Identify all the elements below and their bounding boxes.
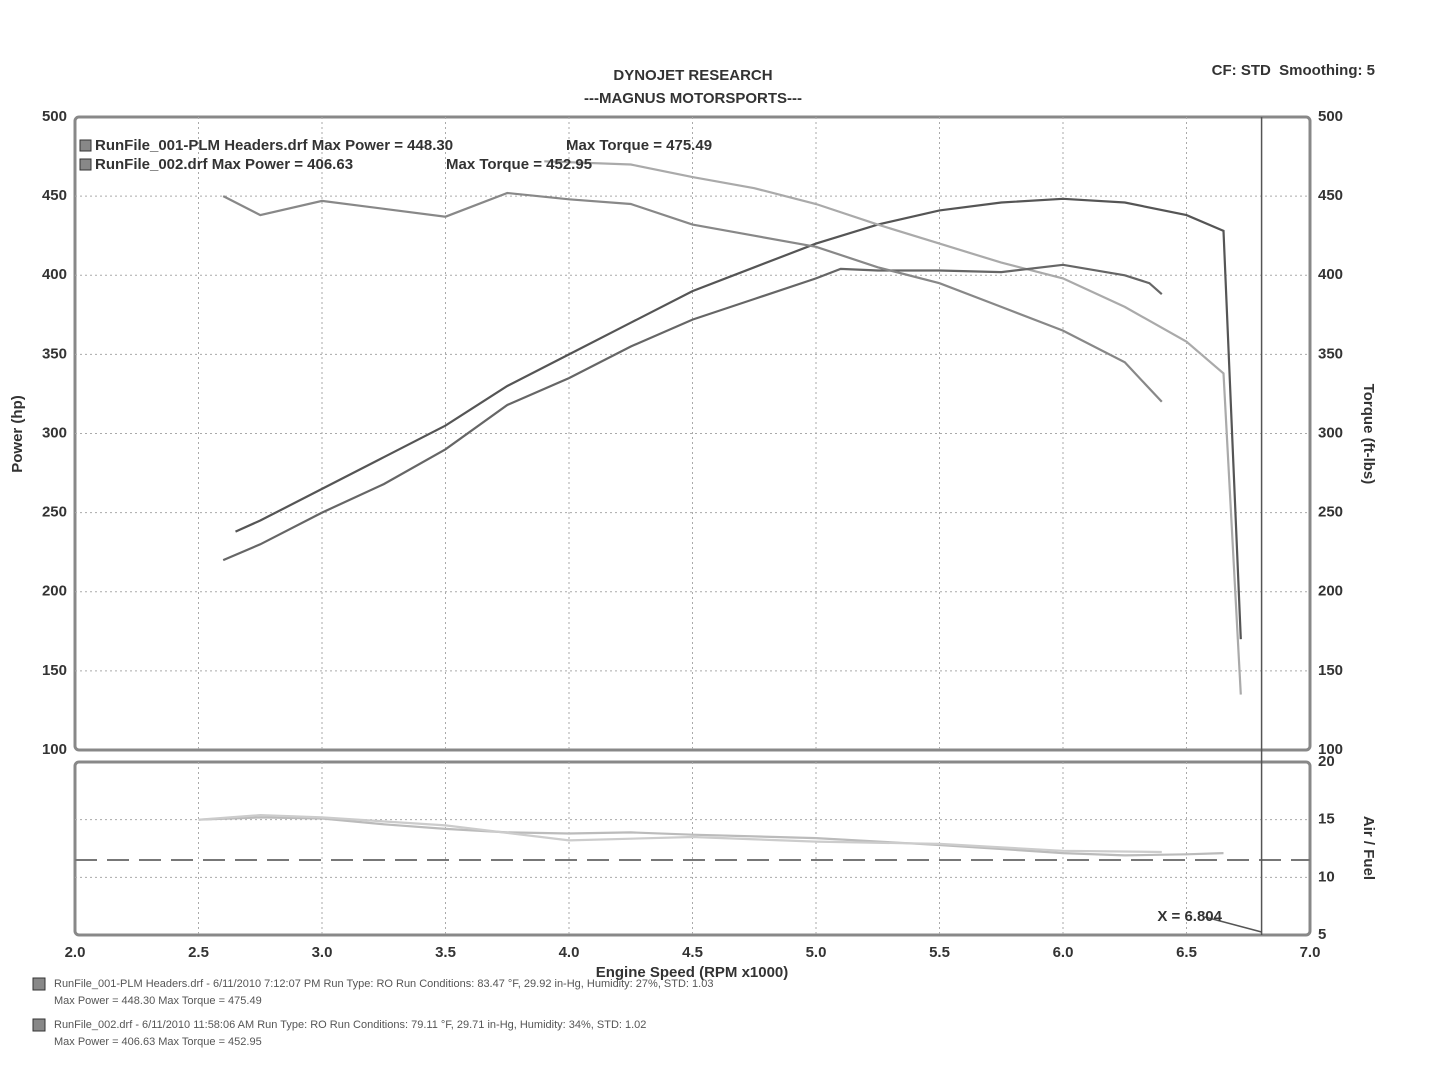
y2-tick-label: 5 <box>1318 926 1326 943</box>
series-line <box>198 816 1224 857</box>
y-tick-label: 350 <box>42 345 67 362</box>
y2-tick-label: 10 <box>1318 868 1335 885</box>
legend-label: RunFile_001-PLM Headers.drf Max Power = … <box>95 137 453 154</box>
footer-swatch <box>32 977 46 991</box>
y2-tick-label: 300 <box>1318 424 1343 441</box>
x-axis-label: Engine Speed (RPM x1000) <box>596 964 789 981</box>
y-tick-label: 450 <box>42 187 67 204</box>
legend-label: Max Torque = 475.49 <box>566 137 712 154</box>
afr-axis-label: Air / Fuel <box>1360 816 1377 880</box>
footer-text: RunFile_002.drf - 6/11/2010 11:58:06 AM … <box>54 1019 646 1031</box>
footer-swatch <box>32 1018 46 1032</box>
y-tick-label: 150 <box>42 662 67 679</box>
x-tick-label: 7.0 <box>1300 944 1321 961</box>
y2-tick-label: 450 <box>1318 187 1343 204</box>
y-tick-label: 100 <box>42 741 67 758</box>
settings-note: CF: STD Smoothing: 5 <box>1212 62 1375 79</box>
footer-text: Max Power = 406.63 Max Torque = 452.95 <box>54 1036 262 1048</box>
x-tick-label: 5.5 <box>929 944 950 961</box>
x-tick-label: 4.5 <box>682 944 703 961</box>
y2-tick-label: 150 <box>1318 662 1343 679</box>
series-line <box>222 191 1163 403</box>
y-tick-label: 400 <box>42 266 67 283</box>
y2-tick-label: 15 <box>1318 811 1335 828</box>
series-line <box>544 160 1242 695</box>
y2-tick-label: 250 <box>1318 504 1343 521</box>
series-line <box>198 813 1162 854</box>
y-tick-label: 300 <box>42 424 67 441</box>
y-tick-label: 500 <box>42 108 67 125</box>
x-tick-label: 3.5 <box>435 944 456 961</box>
y-axis-label: Power (hp) <box>9 395 26 473</box>
y-tick-label: 250 <box>42 504 67 521</box>
y2-tick-label: 400 <box>1318 266 1343 283</box>
chart-title: DYNOJET RESEARCH <box>613 67 772 84</box>
x-tick-label: 2.5 <box>188 944 209 961</box>
x-tick-label: 6.5 <box>1176 944 1197 961</box>
series-line <box>222 263 1163 562</box>
series-line <box>235 197 1242 640</box>
y2-axis-label: Torque (ft-lbs) <box>1360 384 1377 485</box>
legend-label: RunFile_002.drf Max Power = 406.63 <box>95 156 353 173</box>
legend-swatch <box>79 158 92 171</box>
x-tick-label: 3.0 <box>312 944 333 961</box>
y2-tick-label: 350 <box>1318 345 1343 362</box>
y-tick-label: 200 <box>42 583 67 600</box>
y2-tick-label: 20 <box>1318 753 1335 770</box>
y2-tick-label: 200 <box>1318 583 1343 600</box>
footer-text: Max Power = 448.30 Max Torque = 475.49 <box>54 995 262 1007</box>
x-tick-label: 5.0 <box>806 944 827 961</box>
legend-swatch <box>79 139 92 152</box>
cursor-leader <box>1204 916 1262 933</box>
x-tick-label: 2.0 <box>65 944 86 961</box>
footer-text: RunFile_001-PLM Headers.drf - 6/11/2010 … <box>54 978 713 990</box>
legend-label: Max Torque = 452.95 <box>446 156 592 173</box>
y2-tick-label: 100 <box>1318 741 1343 758</box>
x-tick-label: 6.0 <box>1053 944 1074 961</box>
y2-tick-label: 500 <box>1318 108 1343 125</box>
chart-subtitle: ---MAGNUS MOTORSPORTS--- <box>584 90 802 107</box>
cursor-label: X = 6.804 <box>1157 908 1222 925</box>
x-tick-label: 4.0 <box>559 944 580 961</box>
